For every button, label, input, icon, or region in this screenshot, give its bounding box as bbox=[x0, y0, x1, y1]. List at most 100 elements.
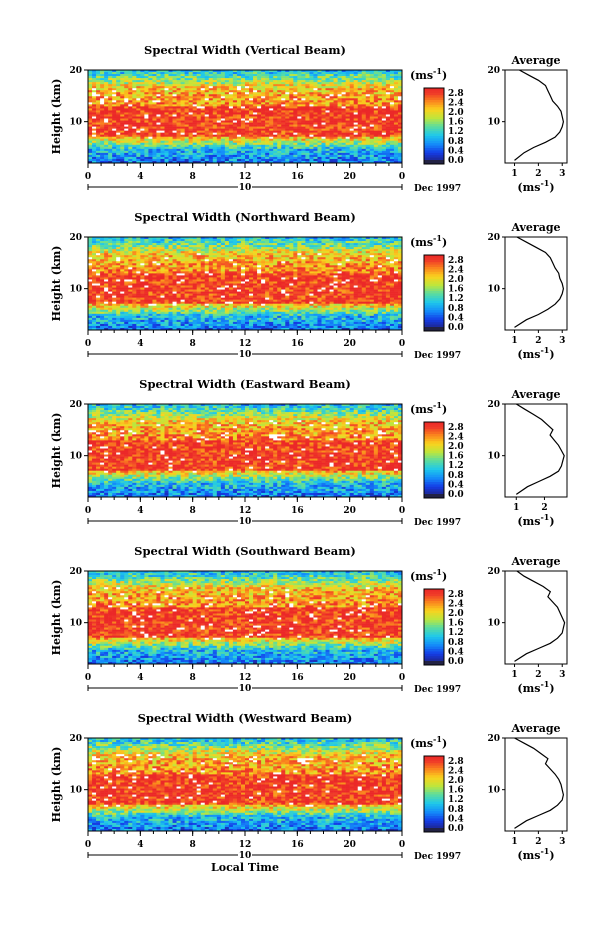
heatmap-cell bbox=[140, 80, 144, 82]
heatmap-cell bbox=[209, 133, 213, 135]
heatmap-cell bbox=[273, 80, 277, 82]
heatmap-cell bbox=[366, 145, 370, 147]
heatmap-cell bbox=[164, 104, 168, 106]
heatmap-cell bbox=[326, 123, 330, 125]
heatmap-cell bbox=[313, 78, 317, 80]
heatmap-cell bbox=[309, 135, 313, 137]
heatmap-cell bbox=[241, 269, 245, 271]
heatmap-cell bbox=[362, 261, 366, 263]
heatmap-cell bbox=[334, 255, 338, 257]
heatmap-cell bbox=[92, 243, 96, 245]
heatmap-cell bbox=[124, 102, 128, 104]
heatmap-cell bbox=[221, 157, 225, 159]
heatmap-cell bbox=[217, 267, 221, 269]
heatmap-cell bbox=[181, 267, 185, 269]
heatmap-cell bbox=[285, 159, 289, 161]
heatmap-cell bbox=[257, 159, 261, 161]
heatmap-cell bbox=[390, 245, 394, 247]
heatmap-cell bbox=[277, 267, 281, 269]
heatmap-cell bbox=[285, 106, 289, 108]
heatmap-cell bbox=[293, 117, 297, 119]
heatmap-cell bbox=[124, 247, 128, 249]
heatmap-cell bbox=[285, 86, 289, 88]
heatmap-cell bbox=[132, 151, 136, 153]
heatmap-cell bbox=[169, 106, 173, 108]
heatmap-cell bbox=[237, 137, 241, 139]
heatmap-cell bbox=[257, 267, 261, 269]
heatmap-cell bbox=[285, 123, 289, 125]
heatmap-cell bbox=[370, 139, 374, 141]
heatmap-cell bbox=[213, 104, 217, 106]
heatmap-cell bbox=[136, 82, 140, 84]
colorbar-segment bbox=[424, 110, 444, 113]
heatmap-cell bbox=[164, 257, 168, 259]
heatmap-cell bbox=[386, 255, 390, 257]
heatmap-cell bbox=[177, 135, 181, 137]
heatmap-cell bbox=[189, 90, 193, 92]
heatmap-cell bbox=[253, 131, 257, 133]
heatmap-cell bbox=[269, 149, 273, 151]
heatmap-cell bbox=[169, 129, 173, 131]
heatmap-cell bbox=[297, 151, 301, 153]
heatmap-cell bbox=[205, 255, 209, 257]
heatmap-cell bbox=[233, 155, 237, 157]
heatmap-cell bbox=[289, 265, 293, 267]
heatmap-cell bbox=[285, 143, 289, 145]
heatmap-cell bbox=[229, 94, 233, 96]
heatmap-cell bbox=[237, 80, 241, 82]
heatmap-cell bbox=[330, 265, 334, 267]
heatmap-cell bbox=[88, 106, 92, 108]
heatmap-cell bbox=[281, 143, 285, 145]
heatmap-cell bbox=[209, 110, 213, 112]
heatmap-cell bbox=[253, 145, 257, 147]
heatmap-cell bbox=[293, 141, 297, 143]
heatmap-cell bbox=[326, 149, 330, 151]
heatmap-cell bbox=[249, 133, 253, 135]
heatmap-cell bbox=[120, 245, 124, 247]
heatmap-cell bbox=[269, 108, 273, 110]
colorbar-unit: (ms-1) bbox=[410, 66, 447, 82]
heatmap-cell bbox=[128, 82, 132, 84]
heatmap-cell bbox=[245, 143, 249, 145]
heatmap-cell bbox=[374, 110, 378, 112]
heatmap-cell bbox=[241, 92, 245, 94]
heatmap-cell bbox=[257, 149, 261, 151]
heatmap-cell bbox=[313, 82, 317, 84]
heatmap-cell bbox=[132, 253, 136, 255]
heatmap-cell bbox=[293, 96, 297, 98]
heatmap-cell bbox=[193, 269, 197, 271]
heatmap-cell bbox=[285, 257, 289, 259]
heatmap-cell bbox=[346, 249, 350, 251]
heatmap-cell bbox=[338, 72, 342, 74]
heatmap-cell bbox=[269, 247, 273, 249]
heatmap-cell bbox=[104, 127, 108, 129]
heatmap-cell bbox=[112, 133, 116, 135]
heatmap-cell bbox=[313, 106, 317, 108]
heatmap-cell bbox=[237, 78, 241, 80]
heatmap-cell bbox=[241, 131, 245, 133]
heatmap-cell bbox=[358, 267, 362, 269]
heatmap-cell bbox=[152, 100, 156, 102]
heatmap-cell bbox=[88, 261, 92, 263]
heatmap-cell bbox=[92, 119, 96, 121]
heatmap-cell bbox=[112, 135, 116, 137]
heatmap-cell bbox=[301, 72, 305, 74]
heatmap-cell bbox=[358, 82, 362, 84]
heatmap-cell bbox=[177, 82, 181, 84]
heatmap-cell bbox=[261, 147, 265, 149]
heatmap-cell bbox=[169, 257, 173, 259]
heatmap-cell bbox=[321, 243, 325, 245]
heatmap-cell bbox=[100, 88, 104, 90]
heatmap-cell bbox=[245, 135, 249, 137]
heatmap-cell bbox=[338, 155, 342, 157]
heatmap-cell bbox=[330, 257, 334, 259]
heatmap-cell bbox=[374, 253, 378, 255]
heatmap-cell bbox=[370, 98, 374, 100]
heatmap-cell bbox=[269, 72, 273, 74]
heatmap-cell bbox=[233, 141, 237, 143]
heatmap-cell bbox=[390, 241, 394, 243]
heatmap-cell bbox=[229, 133, 233, 135]
heatmap-cell bbox=[370, 137, 374, 139]
heatmap-cell bbox=[346, 121, 350, 123]
heatmap-cell bbox=[124, 245, 128, 247]
